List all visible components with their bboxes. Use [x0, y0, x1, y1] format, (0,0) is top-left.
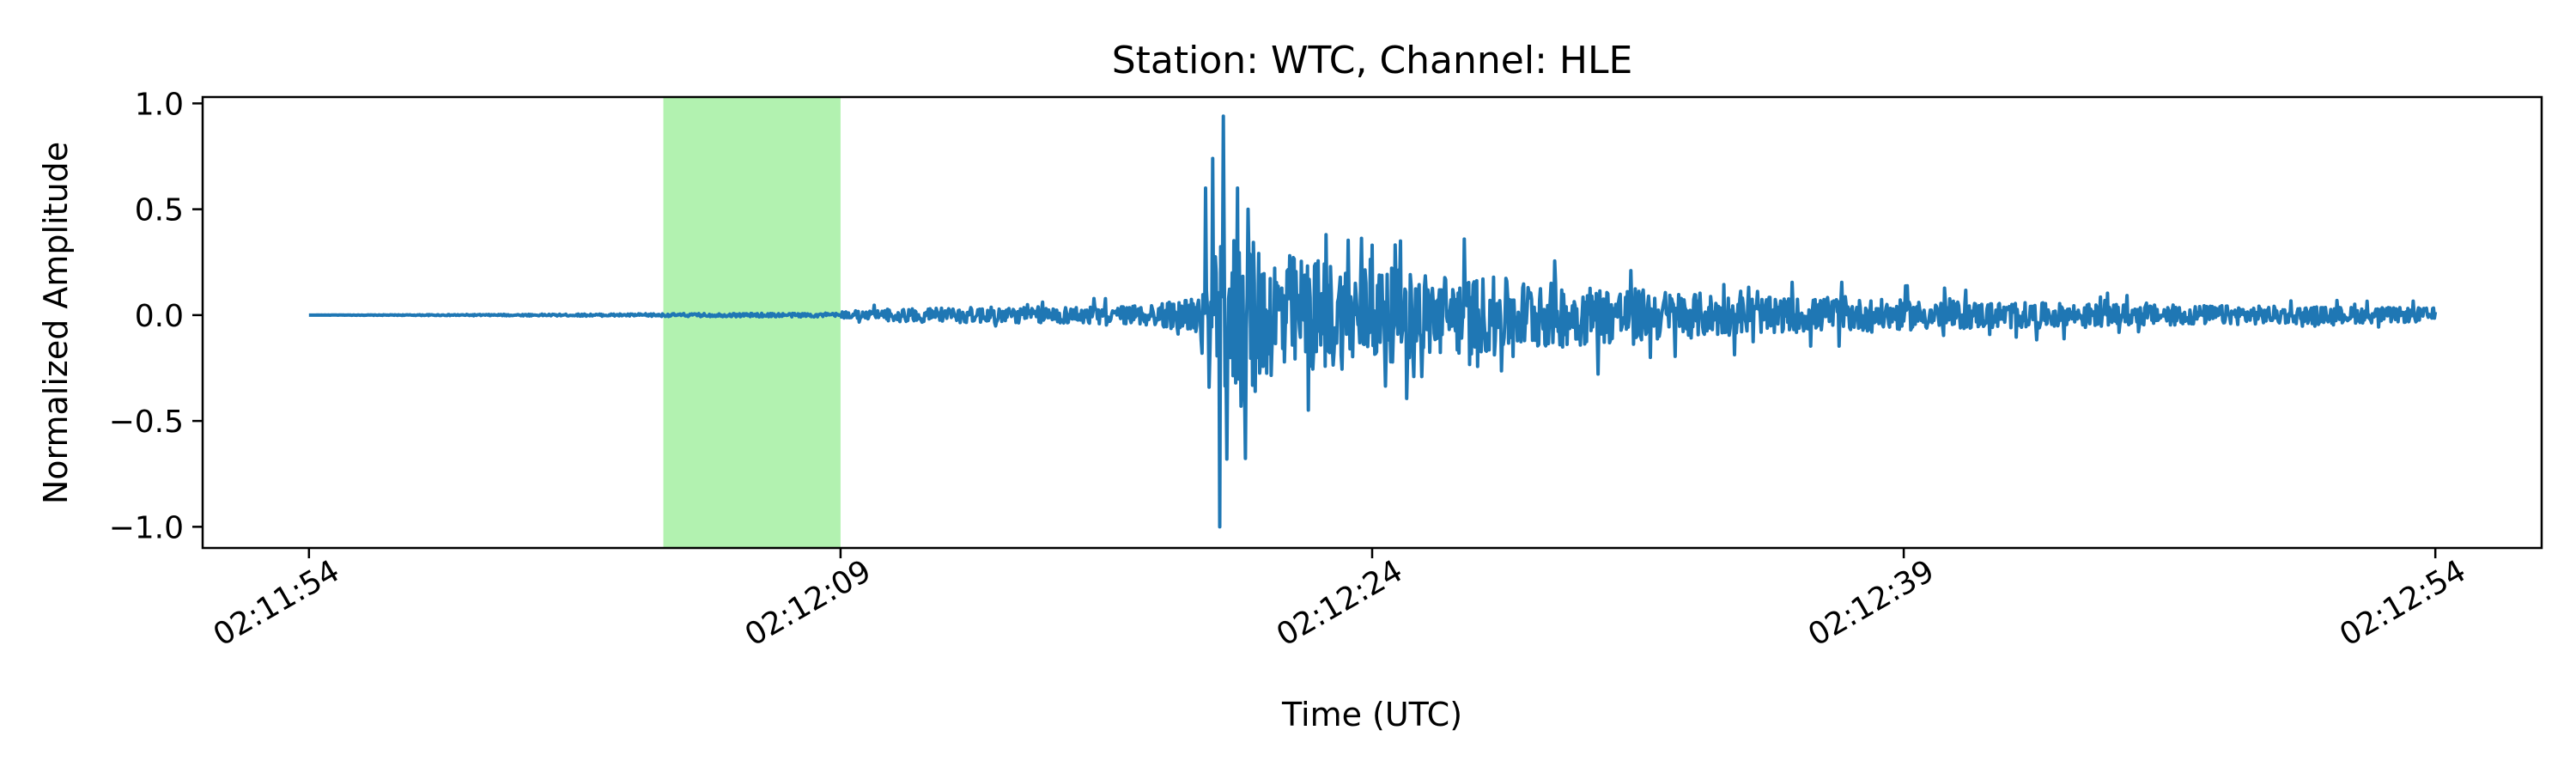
y-axis-label: Normalized Amplitude — [37, 142, 75, 504]
waveform-line — [307, 114, 2438, 529]
y-tick-label: −0.5 — [109, 405, 184, 440]
x-tick-label: 02:12:54 — [2334, 553, 2472, 653]
x-tick-label: 02:12:09 — [739, 553, 878, 653]
highlight-window — [663, 97, 841, 548]
y-tick-label: 0.0 — [135, 299, 184, 334]
x-axis-label: Time (UTC) — [1281, 696, 1462, 733]
y-tick-label: 0.5 — [135, 193, 184, 228]
x-tick-label: 02:12:24 — [1271, 553, 1409, 653]
y-tick-label: 1.0 — [135, 87, 184, 122]
x-tick-label: 02:11:54 — [208, 553, 346, 653]
axes: 1.0 0.5 0.0 −0.5 −1.0 02:11:54 02:12:09 02:12:2… — [109, 87, 2472, 653]
plot-area — [307, 97, 2438, 548]
y-tick-label: −1.0 — [109, 510, 184, 545]
x-tick-label: 02:12:39 — [1802, 553, 1941, 653]
chart-title: Station: WTC, Channel: HLE — [1112, 39, 1633, 82]
